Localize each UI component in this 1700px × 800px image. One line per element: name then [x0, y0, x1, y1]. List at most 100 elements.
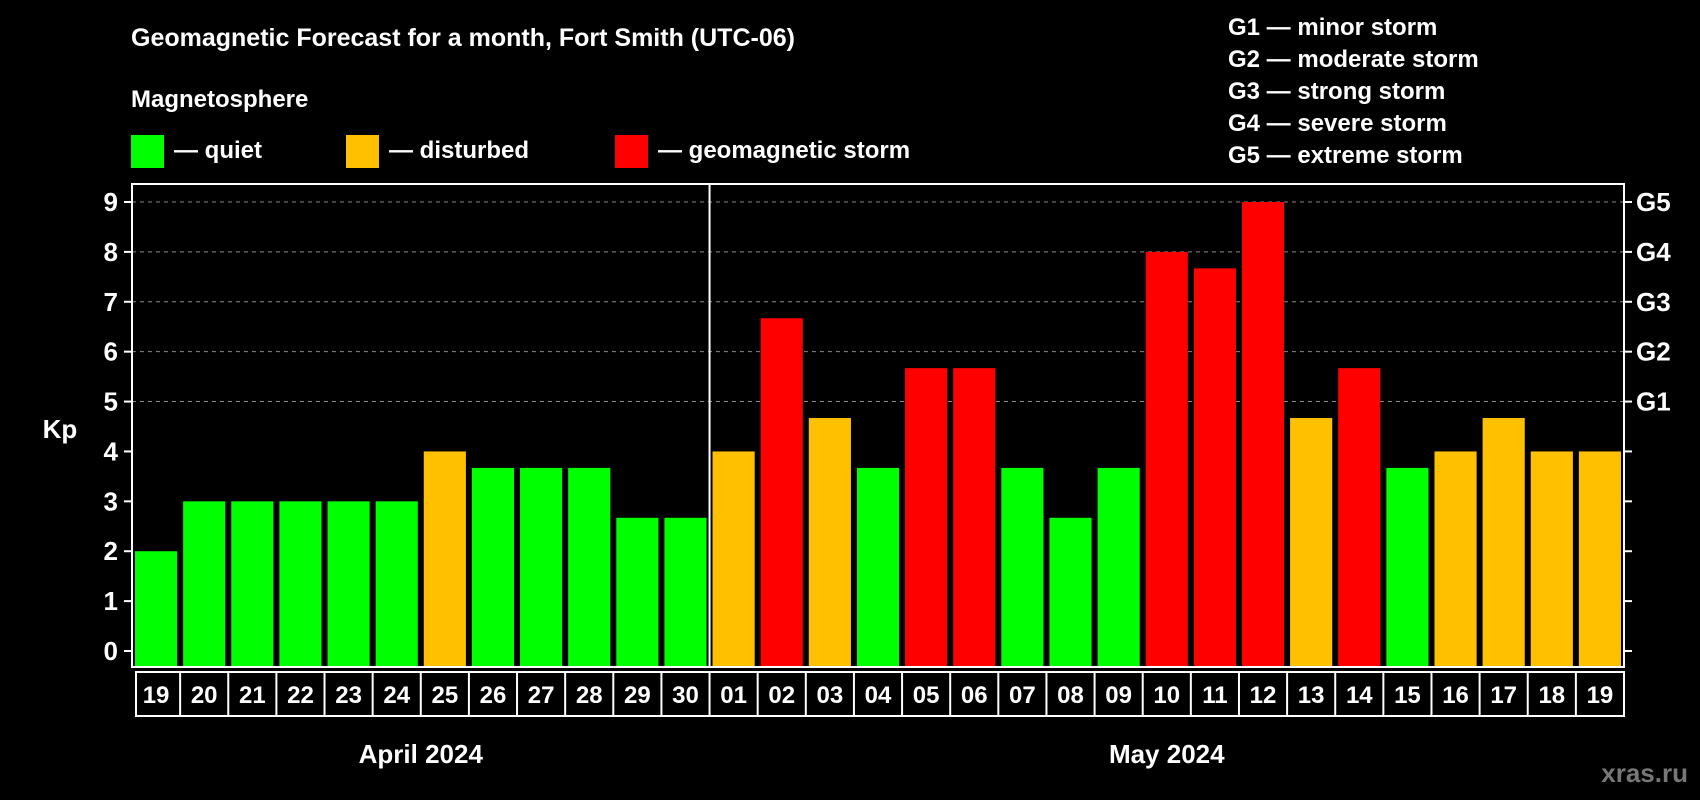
- g-level-label: G1: [1636, 387, 1671, 417]
- x-tick-label: 01: [720, 682, 747, 709]
- y-axis-label: Kp: [43, 414, 78, 444]
- bar-17: [953, 368, 996, 666]
- g-level-label: G3: [1636, 287, 1671, 317]
- day-label-box: [135, 671, 1625, 717]
- bar-5: [375, 501, 418, 666]
- y-tick-label: 0: [104, 636, 118, 666]
- x-tick-label: 22: [287, 682, 314, 709]
- x-tick-label: 05: [913, 682, 940, 709]
- x-tick-label: 19: [1587, 682, 1614, 709]
- bar-21: [1145, 251, 1188, 666]
- bar-23: [1241, 202, 1285, 666]
- plot-frame: [131, 183, 1625, 668]
- x-tick-label: 30: [672, 682, 699, 709]
- legend-label: — geomagnetic storm: [658, 137, 911, 164]
- y-tick-label: 8: [104, 237, 118, 267]
- x-tick-label: 17: [1490, 682, 1517, 709]
- bar-1: [183, 501, 226, 666]
- x-tick-label: 07: [1009, 682, 1036, 709]
- x-tick-label: 03: [817, 682, 844, 709]
- x-tick-label: 14: [1346, 682, 1373, 709]
- bar-27: [1434, 451, 1477, 666]
- x-tick-label: 27: [528, 682, 555, 709]
- bar-20: [1097, 467, 1140, 666]
- month-label: April 2024: [359, 739, 484, 769]
- g-level-label: G2: [1636, 337, 1671, 367]
- x-tick-label: 02: [768, 682, 795, 709]
- bar-22: [1193, 268, 1236, 666]
- x-tick-label: 29: [624, 682, 651, 709]
- x-tick-label: 12: [1250, 682, 1277, 709]
- bar-12: [712, 451, 755, 666]
- legend-swatch: [131, 134, 164, 168]
- legend-heading: Magnetosphere: [131, 86, 309, 113]
- x-tick-label: 21: [239, 682, 266, 709]
- month-label: May 2024: [1109, 739, 1225, 769]
- bar-11: [664, 517, 707, 666]
- bar-6: [423, 451, 466, 666]
- bar-29: [1530, 451, 1573, 666]
- bar-16: [905, 368, 948, 666]
- bar-19: [1049, 517, 1092, 666]
- x-tick-label: 04: [865, 682, 892, 709]
- bar-30: [1578, 451, 1621, 666]
- x-tick-label: 20: [191, 682, 218, 709]
- bar-15: [856, 467, 900, 666]
- bar-10: [616, 517, 659, 666]
- bar-14: [808, 418, 851, 666]
- x-tick-label: 23: [335, 682, 362, 709]
- x-tick-label: 16: [1442, 682, 1469, 709]
- g-level-label: G4: [1636, 237, 1671, 267]
- bar-4: [327, 501, 370, 666]
- y-tick-label: 5: [104, 387, 118, 417]
- legend-swatch: [346, 134, 379, 168]
- bar-25: [1338, 368, 1381, 666]
- x-tick-label: 06: [961, 682, 988, 709]
- legend-item-quiet: — quiet: [131, 134, 262, 168]
- scale-g4: G4 — severe storm: [1228, 110, 1447, 137]
- y-tick-label: 4: [104, 436, 119, 466]
- bar-18: [1001, 467, 1044, 666]
- legend-item-disturbed: — disturbed: [346, 134, 529, 168]
- x-tick-label: 09: [1105, 682, 1132, 709]
- x-tick-label: 18: [1538, 682, 1565, 709]
- bar-3: [279, 501, 322, 666]
- scale-g5: G5 — extreme storm: [1228, 142, 1463, 169]
- x-tick-label: 13: [1298, 682, 1325, 709]
- x-tick-label: 26: [480, 682, 507, 709]
- y-tick-label: 9: [104, 187, 118, 217]
- bar-24: [1290, 418, 1333, 666]
- watermark: xras.ru: [1601, 758, 1688, 788]
- chart-title: Geomagnetic Forecast for a month, Fort S…: [131, 24, 795, 52]
- y-tick-label: 6: [104, 337, 118, 367]
- x-tick-label: 19: [143, 682, 170, 709]
- x-tick-label: 28: [576, 682, 603, 709]
- x-tick-label: 08: [1057, 682, 1084, 709]
- g-level-label: G5: [1636, 187, 1671, 217]
- bar-26: [1386, 467, 1429, 666]
- bar-13: [760, 318, 803, 666]
- scale-g3: G3 — strong storm: [1228, 78, 1446, 105]
- legend-label: — quiet: [174, 137, 262, 164]
- x-tick-label: 25: [431, 682, 458, 709]
- legend-label: — disturbed: [389, 137, 530, 164]
- bar-7: [471, 467, 515, 666]
- y-tick-label: 3: [104, 486, 118, 516]
- x-tick-label: 10: [1153, 682, 1180, 709]
- legend-item-storm: — geomagnetic storm: [615, 134, 910, 168]
- x-tick-label: 11: [1202, 682, 1227, 709]
- bar-28: [1482, 418, 1525, 666]
- bar-2: [231, 501, 274, 666]
- legend-swatch: [615, 134, 648, 168]
- x-tick-label: 15: [1394, 682, 1421, 709]
- bar-9: [568, 467, 611, 666]
- x-tick-label: 24: [383, 682, 410, 709]
- scale-g1: G1 — minor storm: [1228, 14, 1438, 41]
- y-tick-label: 7: [104, 287, 118, 317]
- y-tick-label: 2: [104, 536, 118, 566]
- bar-8: [520, 467, 563, 666]
- bar-0: [135, 551, 178, 666]
- scale-g2: G2 — moderate storm: [1228, 46, 1479, 73]
- y-tick-label: 1: [104, 586, 118, 616]
